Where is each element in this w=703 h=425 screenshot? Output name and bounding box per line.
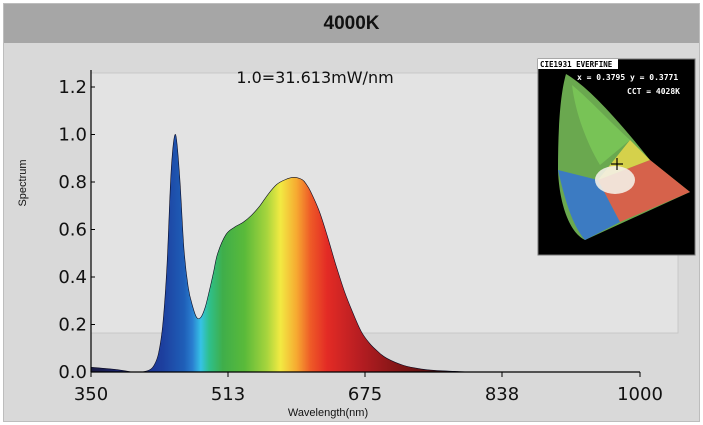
y-tick-label: 1.0 [58,125,87,146]
x-tick-label: 838 [485,384,519,405]
title-bar: 4000K [4,4,699,43]
y-tick-label: 0.6 [58,220,87,241]
x-tick-label: 350 [74,384,108,405]
y-axis-label: Spectrum [17,159,29,206]
y-tick-label: 0.8 [58,172,87,193]
y-tick-label: 0.2 [58,315,87,336]
spectrum-area [90,134,640,373]
y-tick-label: 0.4 [58,267,87,288]
x-tick-label: 1000 [617,384,663,405]
x-ticks: 350 513 675 838 1000 [74,372,663,405]
x-tick-label: 513 [211,384,245,405]
cie-chromaticity-inset: CIE1931 EVERFINE x = 0.3795 y = 0.3771 C… [537,58,696,256]
y-ticks: 0.0 0.2 0.4 0.6 0.8 1.0 1.2 [58,77,95,383]
scale-annotation: 1.0=31.613mW/nm [236,68,393,87]
y-tick-label: 0.0 [58,362,87,383]
chart-title: 4000K [323,12,380,34]
x-tick-label: 675 [348,384,382,405]
inset-title: CIE1931 EVERFINE [540,60,613,69]
inset-cct: CCT = 4028K [627,87,680,96]
x-axis-label: Wavelength(nm) [288,407,368,419]
y-tick-label: 1.2 [58,77,87,98]
inset-coordinates: x = 0.3795 y = 0.3771 [577,73,678,82]
